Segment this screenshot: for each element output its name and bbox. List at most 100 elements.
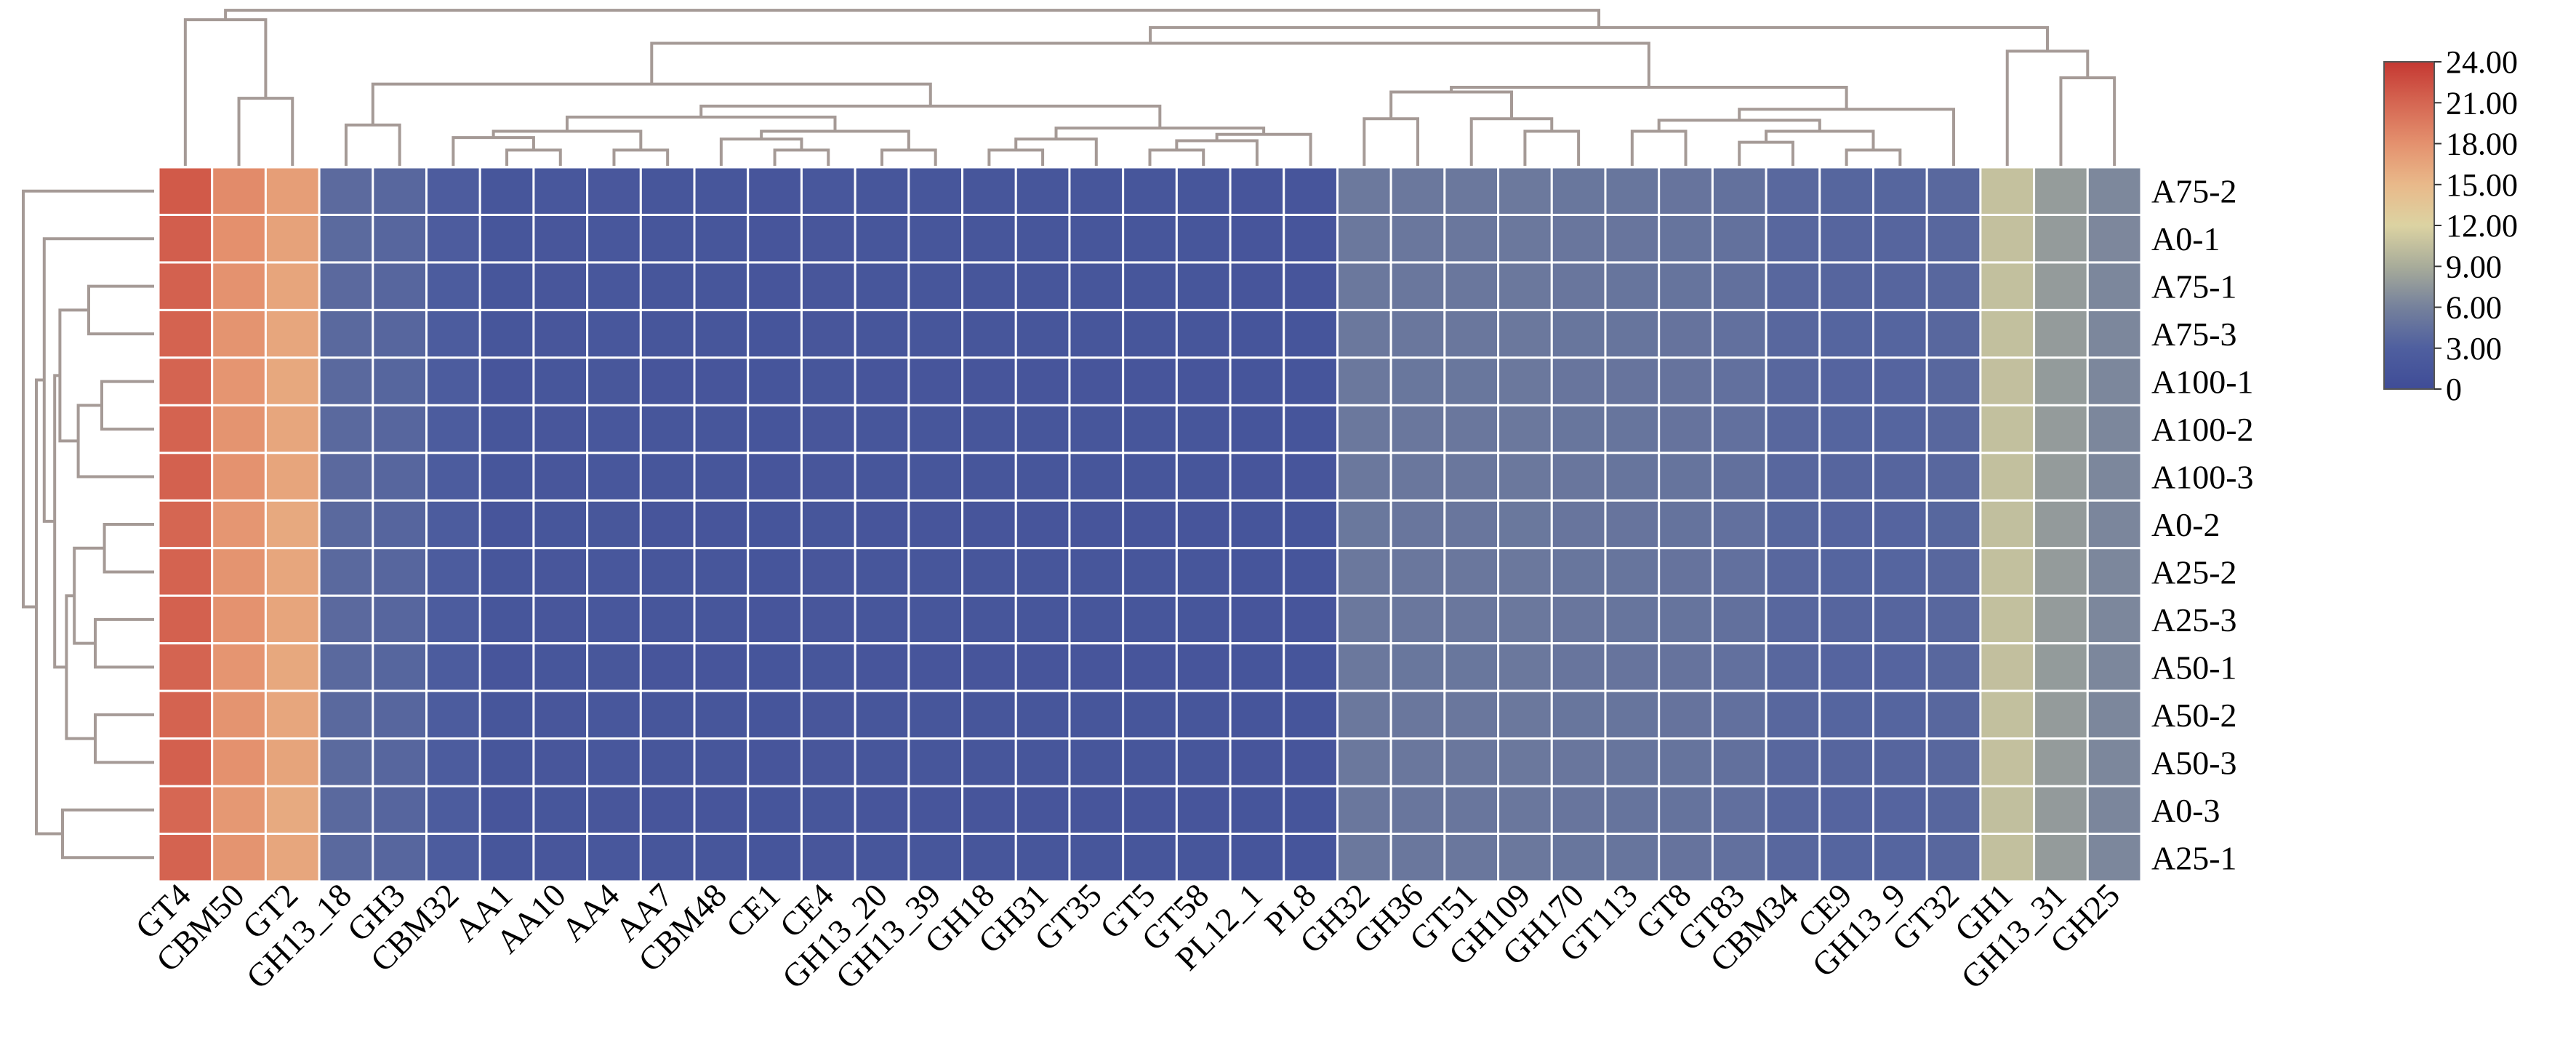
- heatmap-cell: [1979, 689, 2036, 740]
- heatmap-cell: [1336, 404, 1392, 455]
- dendrogram-link: [987, 148, 1045, 166]
- heatmap-cell: [907, 833, 964, 883]
- heatmap-cell: [1550, 213, 1607, 264]
- heatmap-cell: [1658, 737, 1714, 788]
- heatmap-cell: [478, 594, 535, 645]
- heatmap-cell: [586, 261, 642, 311]
- heatmap-cell: [372, 166, 428, 216]
- heatmap-cell: [1283, 308, 1339, 359]
- row-label: A100-3: [2151, 459, 2254, 496]
- heatmap-cell: [1283, 356, 1339, 407]
- dendrogram-link: [87, 284, 154, 336]
- heatmap-cell: [425, 689, 481, 740]
- heatmap-cell: [1175, 785, 1232, 836]
- heatmap-cell: [1443, 404, 1500, 455]
- heatmap-cell: [2086, 642, 2143, 692]
- heatmap-cell: [1068, 261, 1125, 311]
- heatmap-cell: [907, 452, 964, 502]
- heatmap-cell: [1175, 452, 1232, 502]
- heatmap-cell: [1336, 642, 1392, 692]
- heatmap-cell: [372, 642, 428, 692]
- heatmap-cell: [211, 737, 267, 788]
- heatmap-cell: [264, 594, 321, 645]
- heatmap-cell: [1283, 594, 1339, 645]
- heatmap-cell: [478, 166, 535, 216]
- colorbar-tick-label: 21.00: [2446, 85, 2518, 121]
- heatmap-cell: [1175, 547, 1232, 597]
- heatmap-cell: [1711, 166, 1768, 216]
- heatmap-cell: [1014, 785, 1071, 836]
- heatmap-cell: [1818, 594, 1874, 645]
- heatmap-cell: [1283, 166, 1339, 216]
- heatmap-cell: [693, 547, 750, 597]
- dendrogram-link: [1738, 140, 1794, 166]
- heatmap-cell: [693, 404, 750, 455]
- heatmap-cell: [425, 547, 481, 597]
- heatmap-cells: [157, 166, 2143, 883]
- heatmap-cell: [1765, 261, 1821, 311]
- heatmap-cell: [2086, 356, 2143, 407]
- heatmap-cell: [478, 642, 535, 692]
- row-label: A25-1: [2151, 839, 2237, 876]
- heatmap-cell: [1443, 213, 1500, 264]
- heatmap-cell: [586, 833, 642, 883]
- heatmap-cell: [1765, 737, 1821, 788]
- dendrogram-link: [1148, 148, 1205, 166]
- heatmap-cell: [1014, 404, 1071, 455]
- heatmap-cell: [1925, 785, 1982, 836]
- heatmap-cell: [907, 737, 964, 788]
- heatmap-cell: [907, 689, 964, 740]
- heatmap-cell: [1443, 499, 1500, 550]
- heatmap-cell: [1283, 785, 1339, 836]
- heatmap-cell: [318, 547, 374, 597]
- heatmap-cell: [1711, 642, 1768, 692]
- heatmap-cell: [1497, 833, 1553, 883]
- row-label: A0-3: [2151, 792, 2220, 829]
- heatmap-cell: [1658, 452, 1714, 502]
- heatmap-cell: [1550, 308, 1607, 359]
- heatmap-cell: [961, 356, 1017, 407]
- heatmap-cell: [1497, 737, 1553, 788]
- heatmap-cell: [372, 308, 428, 359]
- heatmap-cell: [1229, 642, 1285, 692]
- heatmap-cell: [693, 594, 750, 645]
- heatmap-cell: [157, 547, 214, 597]
- heatmap-cell: [1389, 213, 1446, 264]
- heatmap-cell: [157, 213, 214, 264]
- dendrogram-link: [773, 148, 830, 166]
- heatmap-cell: [1122, 166, 1178, 216]
- heatmap-cell: [1871, 785, 1928, 836]
- heatmap-cell: [1229, 452, 1285, 502]
- heatmap-cell: [372, 404, 428, 455]
- heatmap-cell: [318, 166, 374, 216]
- heatmap-cell: [1871, 261, 1928, 311]
- heatmap-cell: [1122, 308, 1178, 359]
- heatmap-cell: [1389, 166, 1446, 216]
- heatmap-cell: [1014, 737, 1071, 788]
- heatmap-cell: [1068, 737, 1125, 788]
- colorbar-gradient: [2383, 61, 2435, 390]
- heatmap-cell: [1711, 833, 1768, 883]
- heatmap-cell: [264, 737, 321, 788]
- heatmap-cell: [1711, 785, 1768, 836]
- heatmap-cell: [1658, 261, 1714, 311]
- heatmap-cell: [1336, 166, 1392, 216]
- heatmap-cell: [1658, 594, 1714, 645]
- heatmap-cell: [1818, 261, 1874, 311]
- colorbar-tick-label: 0: [2446, 372, 2462, 407]
- heatmap-cell: [1497, 452, 1553, 502]
- heatmap-cell: [1014, 642, 1071, 692]
- heatmap-cell: [211, 308, 267, 359]
- heatmap-cell: [907, 642, 964, 692]
- heatmap-cell: [1175, 166, 1232, 216]
- heatmap-cell: [639, 404, 696, 455]
- heatmap-cell: [1925, 404, 1982, 455]
- heatmap-cell: [1389, 594, 1446, 645]
- heatmap-cell: [1658, 499, 1714, 550]
- heatmap-cell: [800, 308, 856, 359]
- row-label: A0-2: [2151, 506, 2220, 543]
- heatmap-cell: [211, 261, 267, 311]
- heatmap-cell: [639, 833, 696, 883]
- heatmap-cell: [372, 356, 428, 407]
- heatmap-cell: [961, 642, 1017, 692]
